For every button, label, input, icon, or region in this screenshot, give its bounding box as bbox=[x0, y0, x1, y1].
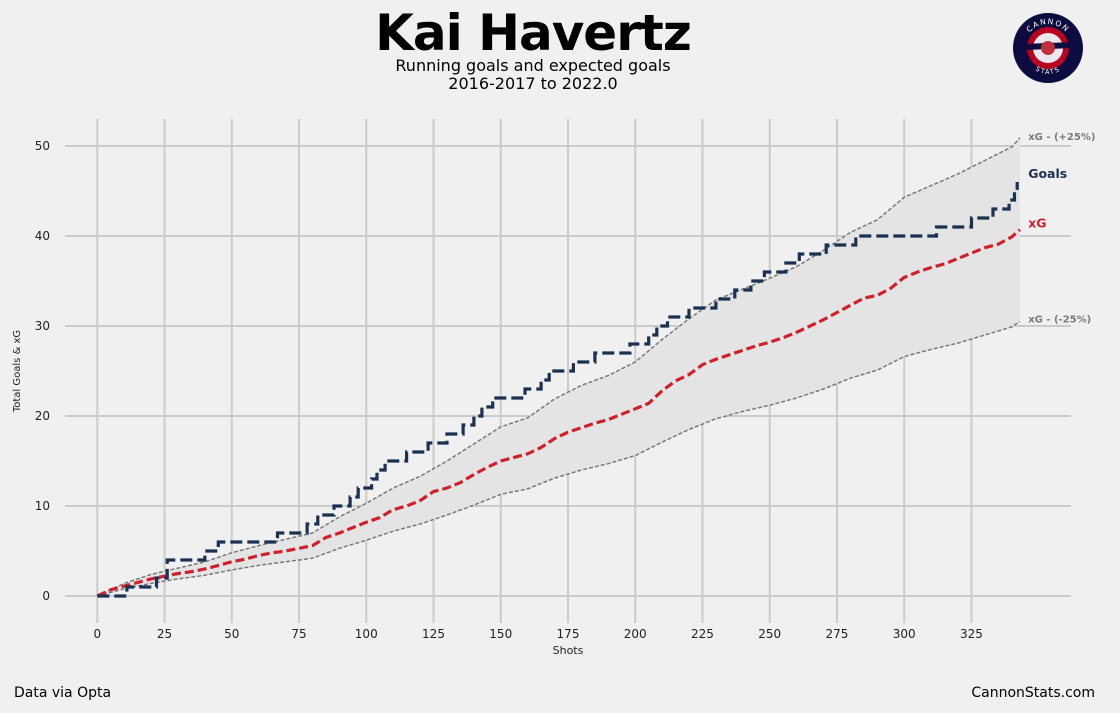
xg-band-fill bbox=[97, 137, 1020, 596]
chart-subtitle-line1: Running goals and expected goals bbox=[395, 56, 671, 75]
x-tick-label: 100 bbox=[355, 627, 378, 641]
goals-label: Goals bbox=[1028, 166, 1067, 181]
xg-label: xG bbox=[1028, 216, 1046, 231]
x-tick-label: 75 bbox=[291, 627, 306, 641]
logo-center-mark bbox=[1041, 41, 1055, 55]
x-tick-label: 25 bbox=[157, 627, 172, 641]
y-tick-label: 40 bbox=[35, 229, 50, 243]
y-axis-label: Total Goals & xG bbox=[12, 330, 23, 413]
x-tick-label: 0 bbox=[93, 627, 101, 641]
chart-title: Kai Havertz bbox=[375, 4, 692, 62]
y-tick-label: 30 bbox=[35, 319, 50, 333]
xg-lower-label: xG - (-25%) bbox=[1028, 315, 1091, 326]
x-axis-label: Shots bbox=[553, 644, 584, 657]
y-tick-label: 10 bbox=[35, 499, 50, 513]
xg-upper-line bbox=[96, 137, 1021, 597]
goals-line bbox=[97, 182, 1019, 598]
x-tick-label: 175 bbox=[557, 627, 580, 641]
svg-text:STATS: STATS bbox=[1034, 65, 1062, 76]
footer-source: Data via Opta bbox=[14, 685, 112, 701]
xg-lower-line bbox=[97, 320, 1021, 597]
y-tick-label: 50 bbox=[35, 139, 50, 153]
x-tick-label: 225 bbox=[691, 627, 714, 641]
chart-subtitle-line2: 2016-2017 to 2022.0 bbox=[448, 74, 618, 93]
footer-site: CannonStats.com bbox=[971, 685, 1095, 701]
xg-line bbox=[96, 228, 1021, 598]
y-tick-label: 20 bbox=[35, 409, 50, 423]
x-tick-label: 125 bbox=[422, 627, 445, 641]
x-tick-label: 250 bbox=[758, 627, 781, 641]
x-tick-label: 275 bbox=[826, 627, 849, 641]
logo-bottom-text: STATS bbox=[1034, 65, 1060, 76]
x-tick-label: 300 bbox=[893, 627, 916, 641]
x-tick-label: 50 bbox=[224, 627, 239, 641]
x-tick-label: 200 bbox=[624, 627, 647, 641]
cannon-stats-logo: CANNON STATS bbox=[1013, 13, 1083, 83]
x-tick-label: 150 bbox=[489, 627, 512, 641]
x-tick-label: 325 bbox=[960, 627, 983, 641]
y-tick-label: 0 bbox=[42, 589, 50, 603]
xg-upper-label: xG - (+25%) bbox=[1028, 132, 1095, 143]
